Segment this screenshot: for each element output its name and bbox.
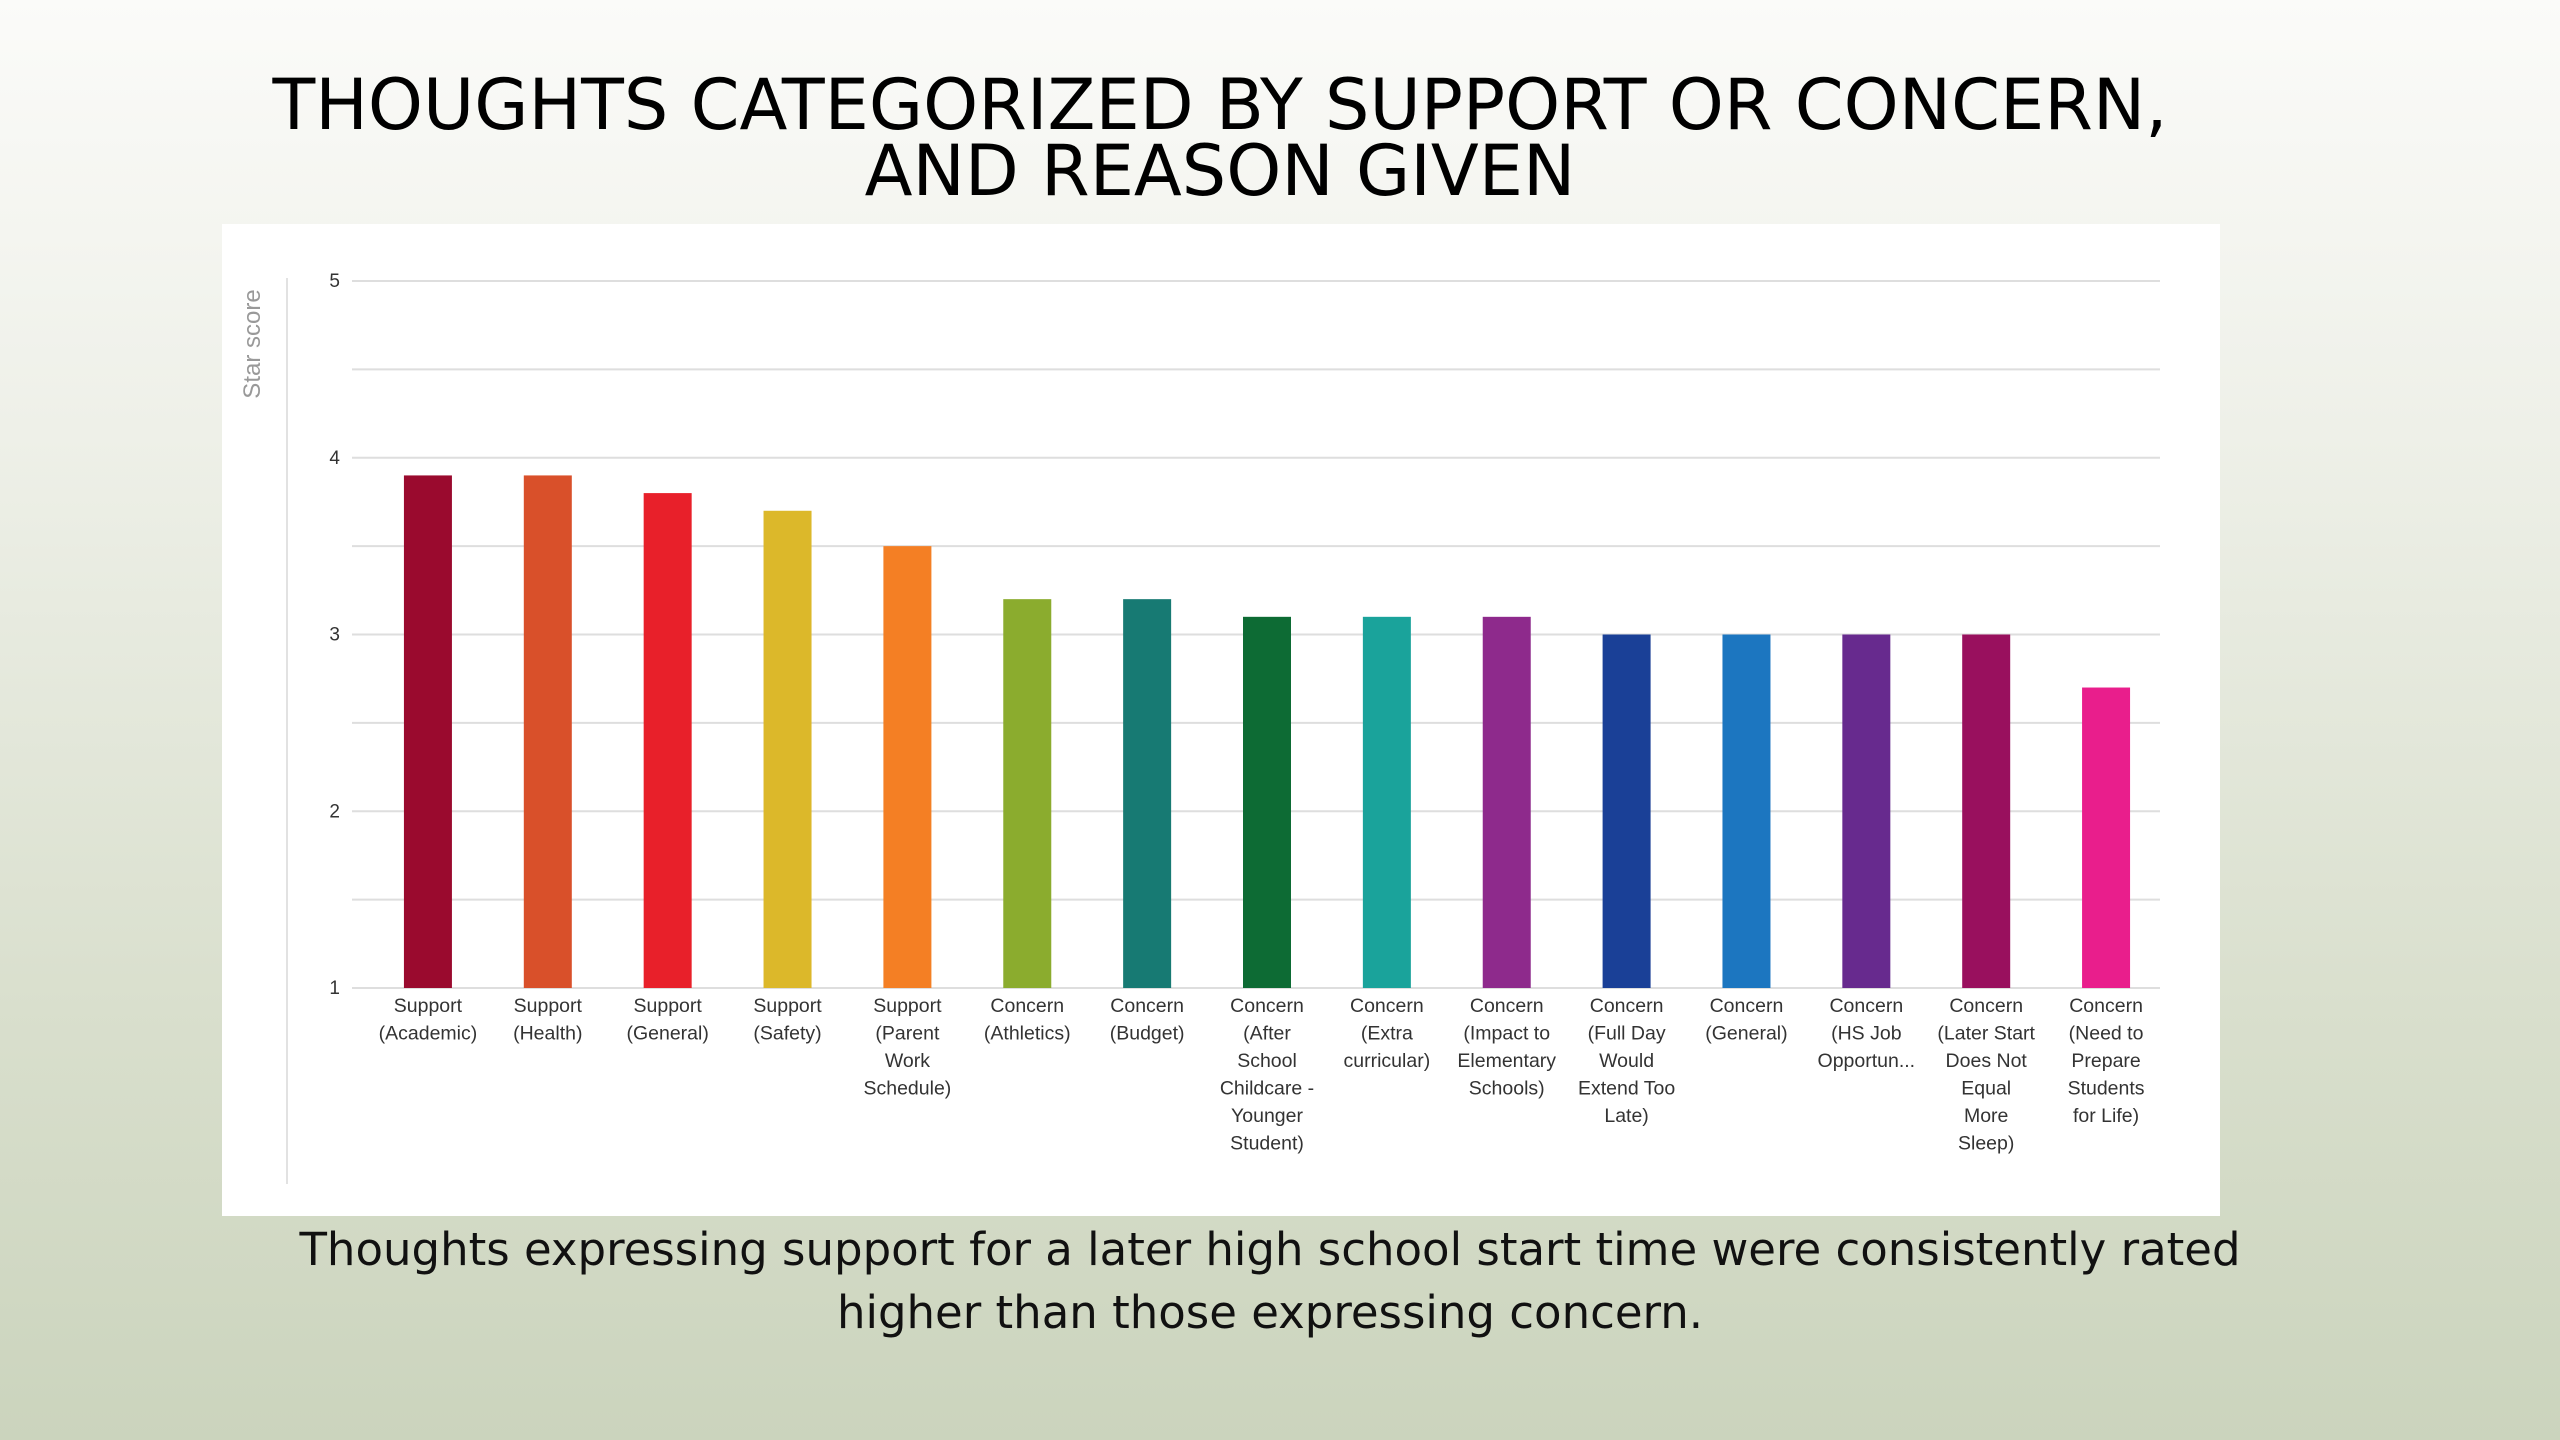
bars [403,475,2131,989]
bar[interactable] [523,475,572,988]
x-tick-label: Concern (Athletics) [984,995,1071,1045]
x-tick-labels: Support (Academic) Support (Health) Support(… [379,995,2145,1155]
y-tick-label: 4 [329,448,340,469]
x-tick-label: Concern (Full Day Would Extend Too Late) [1578,995,1675,1127]
y-tick-label: 5 [329,271,340,292]
x-tick-label: Support (Safety) [753,995,822,1045]
bar[interactable] [1602,634,1651,989]
bar[interactable] [1003,599,1052,988]
y-axis-title: Star score [239,289,266,398]
slide-title: THOUGHTS CATEGORIZED BY SUPPORT OR CONCE… [0,64,2440,212]
bar[interactable] [1962,634,2011,989]
bar[interactable] [643,493,692,988]
x-tick-label: Concern (HS Job Opportun... [1818,995,1916,1072]
caption-line-2: higher than those expressing concern. [836,1286,1704,1339]
y-tick-label: 1 [329,978,340,999]
x-tick-label: Concern (Extra curricular) [1344,995,1431,1072]
bar[interactable] [1482,616,1531,988]
x-tick-label: Support (General) [626,995,708,1045]
bar[interactable] [1123,599,1172,988]
x-tick-label: Support (Academic) [379,995,478,1045]
bar[interactable] [403,475,452,988]
x-tick-label: Support (Parent Work Schedule) [863,995,951,1100]
x-tick-label: Concern (Impact to Elementary Schools) [1457,995,1556,1100]
caption-line-1: Thoughts expressing support for a later … [299,1223,2241,1276]
bar[interactable] [1243,616,1291,988]
bar[interactable] [1362,616,1411,988]
y-tick-label: 2 [329,801,340,822]
y-tick-label: 3 [329,625,340,646]
x-tick-label: Concern (General) [1705,995,1787,1045]
bar[interactable] [1842,634,1891,989]
bar[interactable] [763,510,812,988]
slide-caption: Thoughts expressing support for a later … [0,1218,2540,1344]
bar[interactable] [1722,634,1771,989]
x-tick-label: Concern (Budget) [1110,995,1185,1045]
x-tick-label: Concern (After School Childcare -Younger Stu… [1220,995,1314,1155]
slide-title-line-2: AND REASON GIVEN [864,130,1576,212]
y-tick-labels: 1 2 3 4 5 [329,271,340,999]
x-tick-label: Concern (Later Start Does Not Equal More Slee… [1937,995,2035,1155]
slide-title-line-1: THOUGHTS CATEGORIZED BY SUPPORT OR CONCE… [272,64,2168,146]
x-tick-label: Concern (Need to Prepare Students for Life) [2068,995,2145,1127]
bar[interactable] [883,546,932,988]
x-tick-label: Support (Health) [513,995,582,1045]
bar[interactable] [2082,687,2131,988]
